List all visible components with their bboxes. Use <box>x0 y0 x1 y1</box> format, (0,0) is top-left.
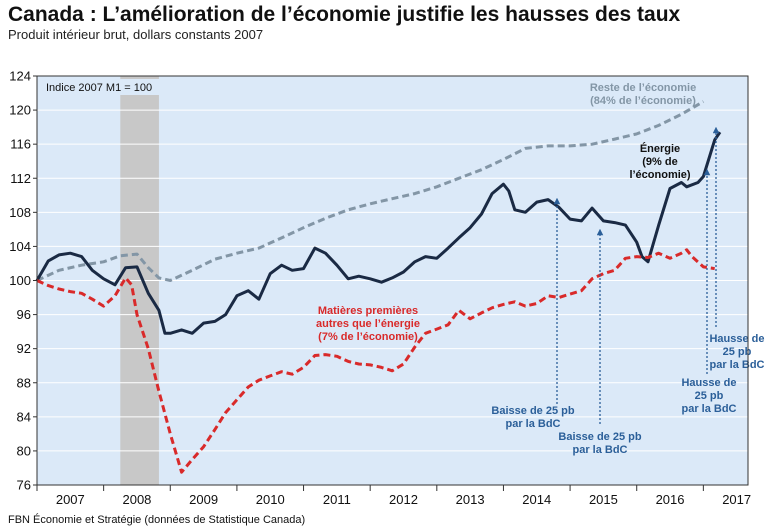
y-tick-label: 120 <box>9 103 31 118</box>
chart-subtitle: Produit intérieur brut, dollars constant… <box>8 27 263 42</box>
x-tick-label: 2010 <box>256 492 285 507</box>
x-tick-label: 2009 <box>189 492 218 507</box>
y-tick-label: 104 <box>9 239 31 254</box>
y-tick-label: 116 <box>10 137 31 152</box>
grid <box>37 109 748 452</box>
source-note: FBN Économie et Stratégie (données de St… <box>8 513 305 526</box>
x-tick-label: 2013 <box>456 492 485 507</box>
x-tick-label: 2015 <box>589 492 618 507</box>
matieres-series-label: Matières premières autres que l’énergie (7… <box>316 305 420 343</box>
x-tick-label: 2014 <box>522 492 551 507</box>
y-tick-label: 124 <box>9 69 31 84</box>
reste-series-line <box>36 100 705 282</box>
y-tick-label: 84 <box>17 409 31 424</box>
matieres-series-line <box>36 248 715 474</box>
y-tick-label: 76 <box>17 478 31 493</box>
x-tick-label: 2011 <box>323 492 351 507</box>
y-tick-label: 92 <box>17 341 31 356</box>
x-tick-label: 2008 <box>122 492 151 507</box>
rate-annotation: Hausse de 25 pb par la BdC <box>681 377 736 415</box>
rate-annotation: Baisse de 25 pb par la BdC <box>491 405 574 430</box>
energie-series-label: Énergie (9% de l’économie) <box>629 142 690 181</box>
index-note-box: Indice 2007 M1 = 100 <box>41 79 167 95</box>
rate-annotation: Hausse de 25 pb par la BdC <box>709 333 764 371</box>
y-tick-label: 112 <box>10 171 31 186</box>
x-tick-label: 2016 <box>656 492 685 507</box>
y-axis: 76 80 84 88 92 96 100 104 108 112 116 120 124 <box>9 69 37 493</box>
index-note: Indice 2007 M1 = 100 <box>46 82 152 94</box>
x-tick-label: 2007 <box>56 492 85 507</box>
x-tick-label: 2012 <box>389 492 418 507</box>
series-layer <box>35 100 722 474</box>
x-tick-label: 2017 <box>722 492 751 507</box>
rate-annotation: Baisse de 25 pb par la BdC <box>558 431 641 456</box>
y-tick-label: 80 <box>17 443 31 458</box>
energie-series-line <box>35 131 722 335</box>
y-tick-label: 96 <box>17 307 31 322</box>
y-tick-label: 100 <box>9 273 31 288</box>
y-tick-label: 88 <box>17 375 31 390</box>
chart-title: Canada : L’amélioration de l’économie ju… <box>8 3 681 26</box>
annotation-layer: Reste de l’économie (84% de l’économie) Én… <box>316 82 765 456</box>
reste-series-label: Reste de l’économie (84% de l’économie) <box>590 82 696 107</box>
y-tick-label: 108 <box>9 205 31 220</box>
x-axis: 2007 2008 2009 2010 2011 2012 2013 2014 2015 2016… <box>36 485 751 507</box>
